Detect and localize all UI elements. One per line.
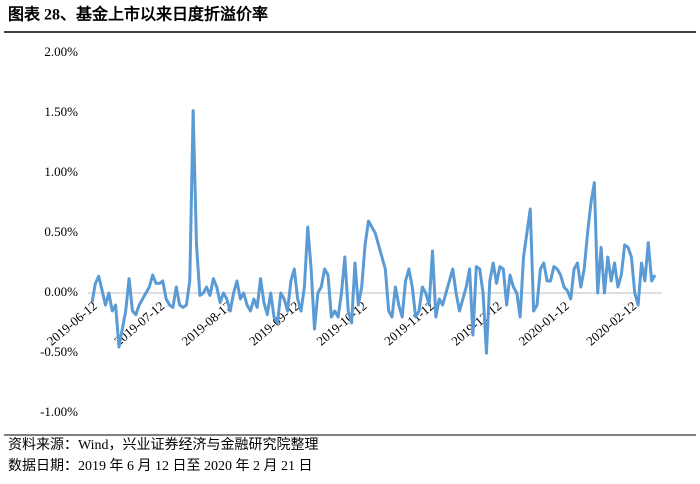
y-tick-label: 1.00%: [44, 164, 78, 179]
y-tick-label: 0.50%: [44, 224, 78, 239]
data-line: [90, 109, 657, 355]
x-tick-label: 2019-09-12: [246, 298, 302, 348]
x-tick-label: 2019-12-12: [448, 298, 504, 348]
source: 资料来源：Wind，兴业证券经济与金融研究院整理: [8, 437, 319, 453]
y-tick-label: 0.00%: [44, 284, 78, 299]
x-tick-label: 2019-06-12: [44, 298, 100, 348]
x-tick-label: 2020-02-12: [583, 298, 639, 348]
y-tick-label: -0.50%: [40, 344, 78, 359]
y-tick-label: 2.00%: [44, 44, 78, 59]
x-tick-label: 2019-10-12: [313, 298, 369, 348]
note: 数据日期：2019 年 6 月 12 日至 2020 年 2 月 21 日: [8, 458, 313, 474]
y-tick-label: -1.00%: [40, 404, 78, 419]
x-tick-label: 2020-01-12: [516, 298, 572, 348]
chart-title: 图表 28、基金上市以来日度折溢价率: [8, 5, 268, 24]
y-tick-label: 1.50%: [44, 104, 78, 119]
